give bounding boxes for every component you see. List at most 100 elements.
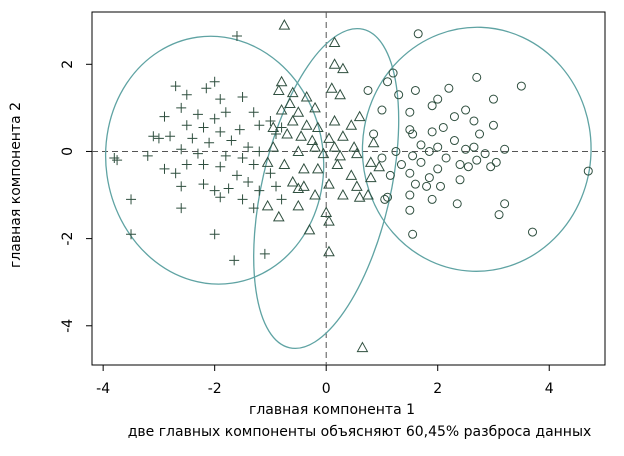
triangle-point <box>292 106 305 117</box>
circle-point <box>413 29 423 39</box>
triangle-point <box>334 88 346 100</box>
triangle-point <box>328 114 341 126</box>
triangle-point <box>284 97 296 109</box>
circle-point <box>436 181 446 191</box>
circle-point <box>475 129 485 139</box>
circle-point <box>363 85 373 95</box>
triangle-point <box>267 121 280 132</box>
plus-point <box>159 111 170 122</box>
plus-point <box>234 124 245 135</box>
triangle-point <box>286 86 299 98</box>
chart-subtitle: две главных компоненты объясняют 60,45% … <box>127 424 592 440</box>
plus-point <box>209 113 220 124</box>
triangle-point <box>364 156 377 167</box>
triangle-point <box>353 191 366 202</box>
circle-point <box>391 146 401 156</box>
plus-point <box>192 109 203 120</box>
plus-point <box>248 203 259 214</box>
triangle-point <box>325 82 338 93</box>
plus-point <box>254 120 265 131</box>
plus-point <box>265 115 276 126</box>
plus-point <box>176 144 187 155</box>
plus-point <box>259 248 270 259</box>
plus-point <box>209 185 220 196</box>
plus-point <box>223 183 234 194</box>
circle-point <box>408 229 418 239</box>
circle-point <box>488 94 498 104</box>
plus-point <box>226 135 237 146</box>
circle-point <box>408 129 418 139</box>
plus-point <box>237 194 248 205</box>
triangle-point <box>300 119 313 130</box>
triangle-point <box>311 162 324 174</box>
circle-point <box>461 144 471 154</box>
circle-point <box>469 142 479 152</box>
group-ellipse-1 <box>104 35 325 285</box>
plus-point <box>231 170 242 181</box>
plus-point <box>254 185 265 196</box>
triangle-point <box>292 145 305 156</box>
plus-point <box>176 102 187 113</box>
plus-point <box>198 122 209 133</box>
plus-point <box>229 255 240 266</box>
circle-point <box>488 120 498 130</box>
triangle-point <box>298 180 310 191</box>
circle-point <box>469 116 479 126</box>
triangle-point <box>331 158 344 170</box>
circle-point <box>472 155 482 165</box>
circle-point <box>424 146 434 156</box>
triangle-point <box>300 90 313 102</box>
circle-point <box>416 140 426 150</box>
triangle-point <box>337 189 349 200</box>
circle-point <box>380 194 390 204</box>
circle-point <box>394 90 404 100</box>
circle-point <box>441 153 451 163</box>
plus-point <box>126 229 137 240</box>
circle-point <box>500 144 510 154</box>
circle-point <box>383 77 393 87</box>
plus-point <box>148 131 159 142</box>
triangle-point <box>373 160 386 172</box>
circle-point <box>583 166 593 176</box>
triangle-point <box>345 119 358 130</box>
plus-point <box>237 152 248 163</box>
plus-point <box>109 152 120 163</box>
triangle-point <box>261 199 274 211</box>
plus-point <box>243 176 254 187</box>
x-tick-label: 0 <box>322 381 331 397</box>
plus-point <box>265 168 276 179</box>
triangle-point <box>303 223 316 235</box>
circle-point <box>494 210 504 220</box>
plus-point <box>198 159 209 170</box>
y-tick-label: -2 <box>60 232 76 246</box>
y-axis-label: главная компонента 2 <box>8 101 24 268</box>
plus-point <box>198 179 209 190</box>
circle-point <box>433 94 443 104</box>
x-tick-label: -4 <box>96 381 110 397</box>
triangle-point <box>286 114 299 126</box>
triangle-point <box>320 206 333 217</box>
plus-point <box>243 142 254 153</box>
triangle-point <box>272 210 285 222</box>
circle-point <box>385 170 395 180</box>
triangle-point <box>309 189 321 200</box>
circle-point <box>427 101 437 111</box>
circle-point <box>416 157 426 167</box>
triangle-point <box>309 101 321 113</box>
triangle-point <box>309 141 321 152</box>
triangle-point <box>272 84 285 95</box>
circle-point <box>405 107 415 117</box>
circle-point <box>424 173 434 183</box>
circle-point <box>500 199 510 209</box>
circle-point <box>461 105 471 115</box>
triangle-point <box>353 110 366 122</box>
triangle-point <box>281 127 294 139</box>
circle-point <box>516 81 526 91</box>
circle-point <box>472 72 482 82</box>
triangle-point <box>298 162 310 174</box>
triangle-point <box>351 180 363 191</box>
triangle-point <box>261 156 274 167</box>
plus-point <box>201 83 212 94</box>
plus-point <box>271 181 282 192</box>
